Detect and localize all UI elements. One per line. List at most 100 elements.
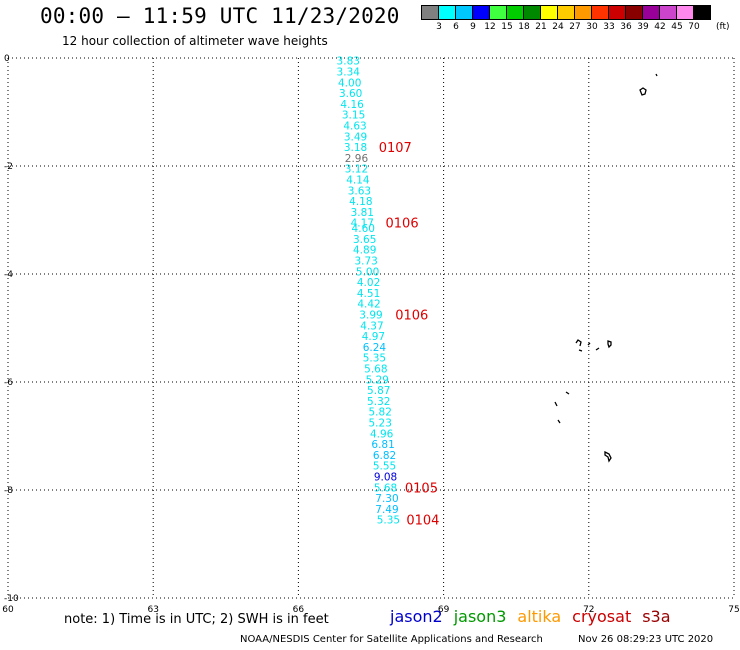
swh-value: 2.96 [345,153,369,165]
swh-value: 4.60 [352,223,375,235]
lon-tick-label: 69 [438,605,450,615]
satellite-legend-item: jason2 [390,607,443,626]
color-scale-tick: 39 [637,22,649,32]
island-outline [554,391,570,424]
lat-tick-label: 0 [4,54,10,64]
swh-value: 4.37 [360,320,383,332]
swh-value: 3.15 [342,110,365,122]
swh-value: 5.82 [369,407,392,419]
satellite-legend-item: s3a [642,607,671,626]
color-scale-tick: 21 [535,22,547,32]
color-scale-tick: 30 [586,22,598,32]
color-scale-tick: 70 [688,22,700,32]
swh-value: 4.89 [353,245,376,257]
color-scale-tick: 15 [501,22,513,32]
swh-value: 9.08 [374,472,397,484]
swh-value: 3.99 [359,310,382,322]
land-outlines [554,73,658,463]
pass-time-label: 0106 [386,217,419,232]
color-scale-tick: 33 [603,22,615,32]
lon-tick-label: 63 [147,605,158,615]
swh-value: 3.81 [351,207,374,219]
footer-note: note: 1) Time is in UTC; 2) SWH is in fe… [64,612,329,627]
color-scale-tick: 45 [671,22,683,32]
island-outline [575,339,612,352]
satellite-legend: jason2 jason3 altika cryosat s3a [390,607,671,626]
swh-value: 3.63 [348,185,371,197]
color-scale-tick: 9 [470,22,476,32]
lat-tick-label: -8 [4,486,13,496]
pass-time-label: 0105 [405,481,438,496]
swh-value: 3.12 [345,164,368,176]
swh-value: 4.97 [362,331,385,343]
color-scale-tick: 27 [569,22,581,32]
map-title: 00:00 – 11:59 UTC 11/23/2020 [40,4,400,28]
swh-value: 3.73 [354,256,377,268]
swh-value: 4.02 [357,277,380,289]
island-outline [639,73,658,96]
swh-value: 6.24 [363,342,387,354]
swh-value: 4.00 [338,77,361,89]
color-scale-swatch [693,5,711,20]
swh-value: 6.81 [371,439,394,451]
color-scale-tick: 42 [654,22,666,32]
generated-timestamp: Nov 26 08:29:23 UTC 2020 [578,634,714,645]
color-scale-tick: 24 [552,22,564,32]
lon-tick-label: 72 [583,605,594,615]
satellite-legend-item: cryosat [572,607,632,626]
color-scale-bar [421,5,711,20]
swh-value: 4.42 [357,299,380,311]
map-grid [7,57,735,599]
wave-height-track: 3.833.344.003.604.163.154.633.493.182.96… [337,56,401,527]
lon-tick-label: 75 [728,605,739,615]
swh-value: 4.96 [370,428,394,440]
swh-value: 4.16 [340,99,364,111]
swh-value: 5.23 [369,418,392,430]
swh-value: 4.51 [357,288,380,300]
color-scale-tick: 6 [453,22,459,32]
axis-labels: 60 63 66 69 72 75 0 -2 -4 -6 -8 -10 [2,54,739,615]
lon-tick-label: 60 [2,605,14,615]
swh-value: 3.65 [353,234,376,246]
pass-time-labels: 0107 0106 0106 0105 0104 [379,141,440,529]
swh-value: 4.18 [349,196,372,208]
color-scale-tick: 3 [436,22,442,32]
swh-value: 5.35 [377,515,400,527]
lon-tick-label: 66 [293,605,305,615]
swh-value: 5.87 [367,385,390,397]
swh-value: 4.63 [343,121,366,133]
swh-value: 5.35 [363,353,386,365]
swh-value: 4.14 [346,175,370,187]
pass-time-label: 0107 [379,141,412,156]
swh-value: 3.49 [344,131,367,143]
swh-value: 5.00 [356,266,379,278]
satellite-legend-item: jason3 [453,607,507,626]
pass-time-label: 0106 [395,309,428,324]
swh-value: 5.68 [364,364,387,376]
lat-tick-label: -2 [4,162,13,172]
island-outline [604,450,612,463]
color-scale-tick: 18 [518,22,530,32]
lat-tick-label: -10 [4,594,19,604]
swh-value: 3.18 [344,142,367,154]
color-scale-tick: 36 [620,22,632,32]
map-subtitle: 12 hour collection of altimeter wave hei… [62,34,328,48]
swh-value: 7.49 [375,504,398,516]
swh-value: 5.32 [367,396,390,408]
pass-time-label: 0104 [406,514,439,529]
swh-value: 4.17 [351,218,374,230]
swh-value: 6.82 [373,450,396,462]
swh-value: 7.30 [375,493,398,505]
color-scale-unit: (ft) [716,22,730,32]
lat-tick-label: -4 [4,270,13,280]
swh-value: 3.34 [337,67,361,79]
swh-value: 3.60 [339,88,362,100]
swh-value: 3.83 [337,56,360,68]
lat-tick-label: -6 [4,378,13,388]
satellite-legend-item: altika [517,607,562,626]
color-scale-tick: 12 [484,22,496,32]
swh-value: 5.68 [374,482,397,494]
swh-value: 5.55 [373,461,396,473]
swh-value: 5.29 [366,374,389,386]
